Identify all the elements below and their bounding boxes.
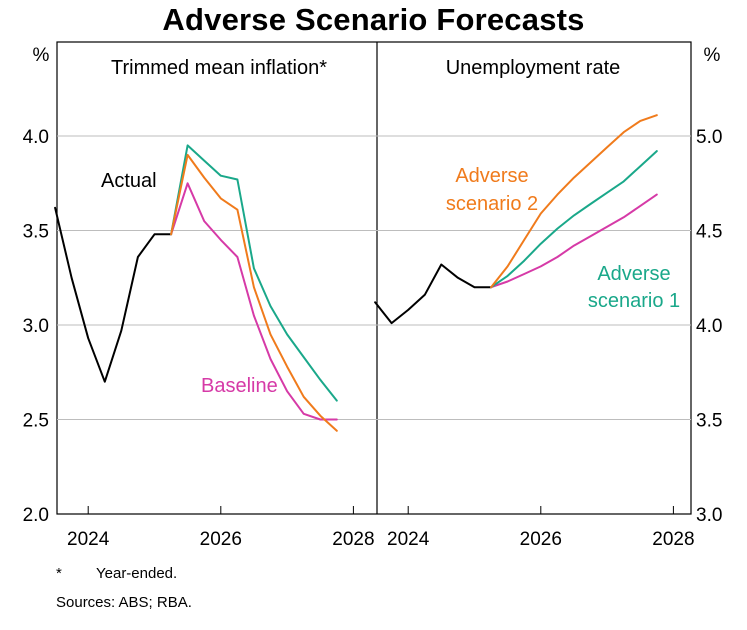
plot-frame xyxy=(56,41,692,515)
series-line-adverse-scenario-2 xyxy=(490,114,658,289)
series-line-adverse-scenario-1 xyxy=(170,144,338,402)
y-tick-label: 3.5 xyxy=(23,222,49,243)
label-adverse-scenario-1: scenario 1 xyxy=(588,290,680,312)
x-tick-label: 2024 xyxy=(67,529,110,550)
sources-note: Sources: ABS; RBA. xyxy=(56,594,192,611)
y-tick-label: 2.5 xyxy=(23,411,49,432)
y-unit-label: % xyxy=(704,45,721,66)
y-tick-label: 2.0 xyxy=(23,505,49,526)
y-tick-label: 4.0 xyxy=(696,316,722,337)
label-baseline: Baseline xyxy=(201,375,278,397)
chart-title: Adverse Scenario Forecasts xyxy=(162,2,585,37)
panel-title: Unemployment rate xyxy=(446,57,621,79)
y-tick-label: 5.0 xyxy=(696,127,722,148)
y-tick-label: 4.0 xyxy=(23,127,49,148)
x-tick-label: 2026 xyxy=(520,529,562,550)
label-actual: Actual xyxy=(101,170,157,192)
label-adverse-scenario-2: scenario 2 xyxy=(446,193,538,215)
x-tick-label: 2024 xyxy=(387,529,430,550)
series-line-adverse-scenario-1 xyxy=(490,150,658,289)
y-tick-label: 3.0 xyxy=(696,505,722,526)
y-tick-label: 4.5 xyxy=(696,222,722,243)
footnote-text: Year-ended. xyxy=(96,565,178,582)
y-tick-label: 3.0 xyxy=(23,316,49,337)
panel-title: Trimmed mean inflation* xyxy=(111,57,327,79)
label-adverse-scenario-2: Adverse xyxy=(455,165,528,187)
y-unit-label: % xyxy=(33,45,50,66)
x-tick-label: 2028 xyxy=(652,529,694,550)
y-tick-label: 3.5 xyxy=(696,411,722,432)
footnote: * Year-ended. xyxy=(56,565,177,582)
x-tick-label: 2026 xyxy=(200,529,242,550)
footnote-mark: * xyxy=(56,565,62,582)
series-line-adverse-scenario-2 xyxy=(170,153,338,432)
label-adverse-scenario-1: Adverse xyxy=(597,263,670,285)
series-line-baseline xyxy=(490,193,658,289)
x-tick-label: 2028 xyxy=(332,529,374,550)
series-line-actual xyxy=(374,263,493,325)
series-line-baseline xyxy=(170,182,338,421)
series-line-actual xyxy=(54,206,173,383)
